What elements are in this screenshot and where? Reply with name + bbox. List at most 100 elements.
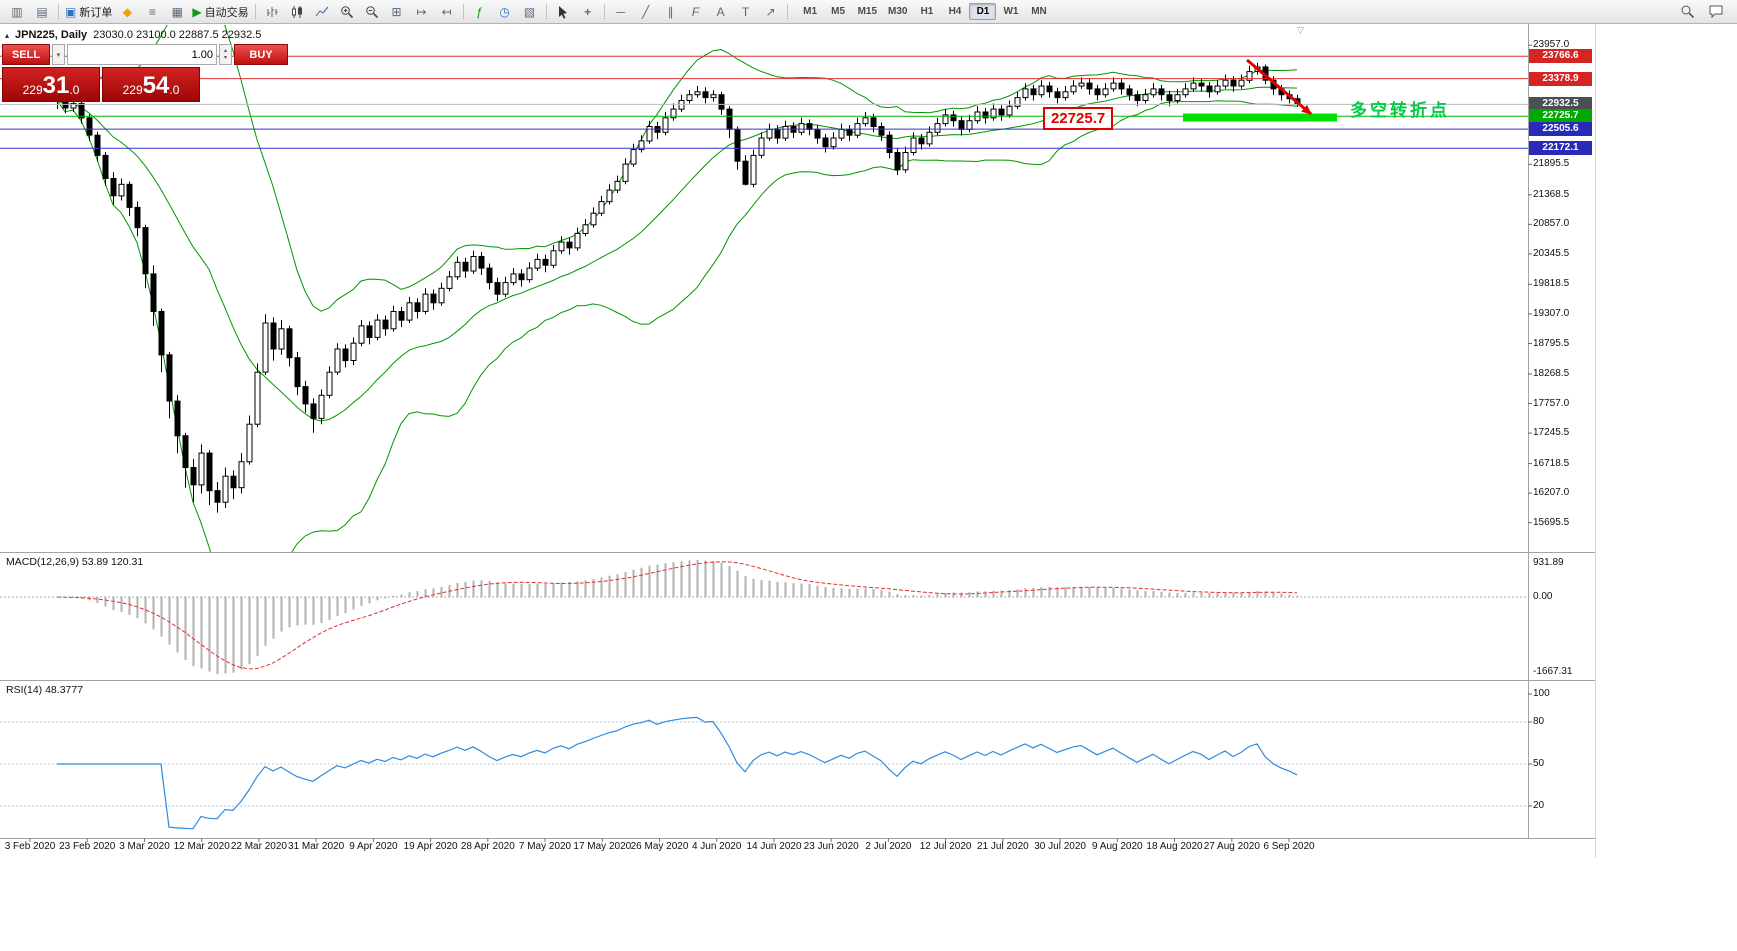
price-annotation-box[interactable]: 22725.7 [1043,107,1114,130]
turning-point-label[interactable]: 多空转折点 [1350,101,1450,120]
price-axis-border [1528,24,1529,838]
channel-button[interactable]: ∥ [659,2,683,22]
timeframe-m1[interactable]: M1 [803,6,818,17]
new-order-label: 新订单 [79,6,113,19]
toolbar-separator [545,4,547,19]
sell-button[interactable]: SELL [2,44,50,65]
search-button[interactable] [1675,2,1699,22]
tile-windows-icon: ⊞ [391,4,402,19]
templates-icon: ▧ [523,4,536,19]
timeframe-m30[interactable]: M30 [888,6,908,17]
indicators-button[interactable]: ƒ [468,2,492,22]
metaquotes-button[interactable]: ◆ [115,2,139,22]
timeframe-h1[interactable]: H1 [920,6,934,17]
periods-button[interactable]: ◷ [493,2,517,22]
crosshair-icon: + [584,4,592,19]
text-button[interactable]: A [709,2,733,22]
crosshair-button[interactable]: + [576,2,600,22]
tile-windows-button[interactable]: ⊞ [385,2,409,22]
timeframe-m15[interactable]: M15 [857,6,878,17]
arrows-icon: ↗ [765,4,776,19]
toolbar-right-group [1675,2,1732,22]
toolbar-separator [462,4,464,19]
buy-price-pre: 229 [122,83,143,97]
sell-price-display[interactable]: 229 31.0 [2,67,100,102]
sell-price-big: 31 [42,72,70,99]
timeframe-toolbar: M1 M5 M15 M30 H1 H4 D1 W1 MN [797,3,1053,20]
volume-input[interactable] [67,44,217,65]
cursor-button[interactable] [551,2,575,22]
timeframe-mn[interactable]: MN [1031,6,1047,17]
toolbar-separator [254,4,256,19]
new-chart-button[interactable]: ▥ [5,2,29,22]
new-order-button[interactable]: ▣ 新订单 [63,2,114,22]
buy-price-big: 54 [142,72,170,99]
buy-button[interactable]: BUY [234,44,288,65]
ohlc-values: 23030.0 23100.0 22887.5 22932.5 [93,29,262,41]
one-click-price-row: 229 31.0 229 54.0 [2,67,200,102]
macd-indicator-label: MACD(12,26,9) 53.89 120.31 [6,556,144,568]
zoom-out-button[interactable] [360,2,384,22]
one-click-collapse-icon[interactable]: ▴ [5,30,10,40]
timeframe-m5[interactable]: M5 [831,6,846,17]
market-watch-button[interactable]: ≡ [140,2,164,22]
chart-ohlc-header: ▴ JPN225, Daily 23030.0 23100.0 22887.5 … [5,29,261,41]
line-chart-button[interactable] [310,2,334,22]
volume-dropdown-button[interactable]: ▾ [52,44,65,65]
fibonacci-icon: F [691,4,700,19]
search-icon [1681,5,1694,19]
channel-icon: ∥ [667,4,674,19]
chat-button[interactable] [1704,2,1728,22]
chart-shift-marker[interactable]: ▽ [1297,25,1304,35]
pane-splitter-rsi[interactable] [0,680,1596,681]
volume-spinner[interactable]: ▴ ▾ [219,44,232,65]
timeframe-w1[interactable]: W1 [1003,6,1019,17]
timeframe-h4[interactable]: H4 [948,6,962,17]
autotrading-label: 自动交易 [204,6,249,19]
timeframe-d1[interactable]: D1 [969,3,997,20]
text-label-icon: T [741,4,750,19]
trendline-button[interactable]: ╱ [634,2,658,22]
new-chart-icon: ▥ [11,4,23,19]
chart-shift-button[interactable]: ↤ [435,2,459,22]
candlestick-chart-button[interactable] [285,2,309,22]
buy-price-frac: .0 [169,83,180,97]
spin-up-icon[interactable]: ▴ [223,47,227,54]
arrows-button[interactable]: ↗ [759,2,783,22]
chart-plot-area[interactable] [0,24,1528,838]
toolbar-separator [58,4,59,19]
zoom-out-icon [365,5,378,18]
zoom-in-icon [340,5,353,18]
fibonacci-button[interactable]: F [684,2,708,22]
chart-window-edge [1595,24,1596,858]
periods-icon: ◷ [499,4,510,19]
data-window-button[interactable]: ▦ [165,2,189,22]
indicators-icon: ƒ [476,4,483,19]
autotrading-button[interactable]: ▶ 自动交易 [190,2,250,22]
spin-down-icon[interactable]: ▾ [223,54,227,61]
chart-shift-icon: ↤ [441,4,452,19]
buy-price-display[interactable]: 229 54.0 [102,67,200,102]
new-order-icon: ▣ [65,4,77,19]
horizontal-line-button[interactable]: ─ [609,2,633,22]
candlestick-chart-icon [291,5,302,18]
price-axis[interactable] [1528,24,1596,838]
symbol-title: JPN225, Daily [15,29,88,41]
pane-splitter-macd[interactable] [0,552,1596,553]
auto-scroll-icon: ↦ [416,4,427,19]
auto-scroll-button[interactable]: ↦ [410,2,434,22]
metaquotes-icon: ◆ [122,4,132,19]
profiles-button[interactable]: ▤ [30,2,54,22]
bar-chart-button[interactable] [260,2,284,22]
text-label-button[interactable]: T [734,2,758,22]
time-axis[interactable] [0,838,1528,858]
templates-button[interactable]: ▧ [518,2,542,22]
sell-price-frac: .0 [69,83,80,97]
trendline-icon: ╱ [641,4,650,19]
one-click-top-row: SELL ▾ ▴ ▾ BUY [2,44,288,65]
bar-chart-icon [267,6,278,17]
autotrading-play-icon: ▶ [192,4,202,19]
toolbar-separator [786,4,788,19]
zoom-in-button[interactable] [335,2,359,22]
